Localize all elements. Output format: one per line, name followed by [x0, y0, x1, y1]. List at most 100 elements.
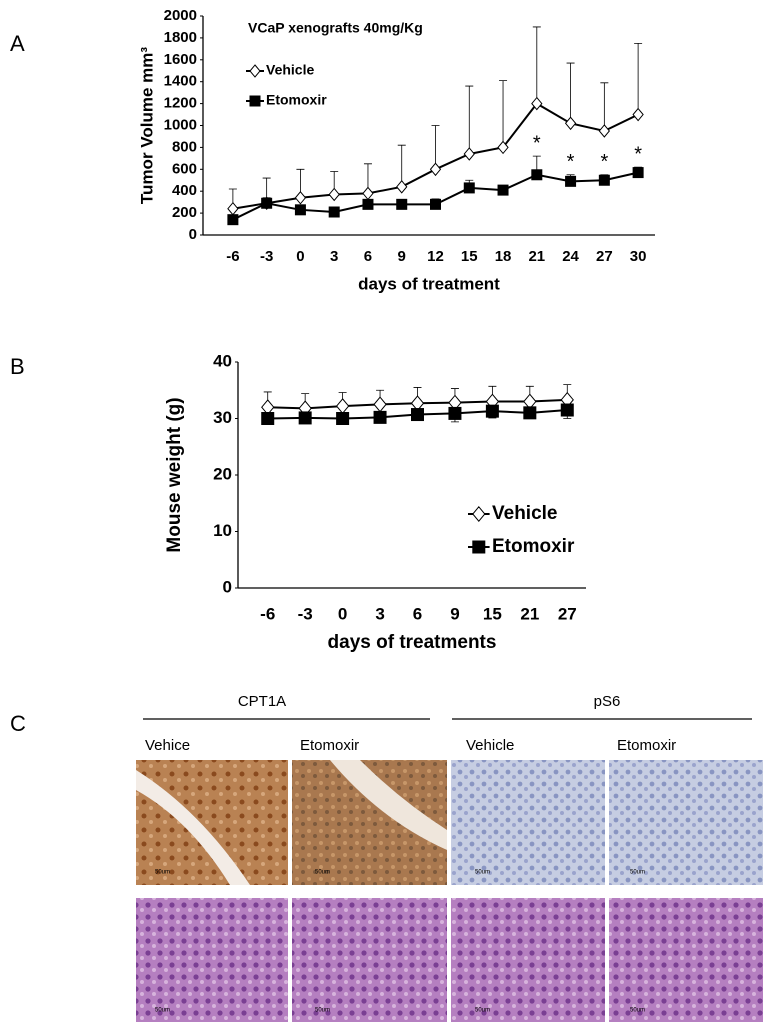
scale-label: 50um	[155, 870, 170, 876]
data-point	[429, 162, 442, 177]
scale-label: 50um	[475, 870, 490, 876]
scale-label: 50um	[475, 1008, 490, 1014]
panel-label: B	[10, 354, 25, 379]
data-point	[411, 408, 424, 422]
data-point	[463, 147, 475, 161]
y-tick-label: 800	[172, 138, 197, 155]
y-tick-label: 0	[189, 226, 197, 243]
column-label: Vehice	[145, 737, 190, 754]
x-tick-label: 12	[427, 248, 444, 265]
data-point	[632, 167, 644, 179]
x-tick-label: 0	[338, 604, 347, 623]
column-label: Etomoxir	[617, 737, 676, 754]
x-tick-label: 21	[520, 604, 539, 623]
x-tick-label: 18	[495, 248, 512, 265]
y-tick-label: 400	[172, 182, 197, 199]
y-axis-title: Tumor Volume mm³	[137, 47, 156, 204]
y-tick-label: 1000	[164, 116, 197, 133]
panel-c: CPT1A pS6 Vehice Etomoxir Vehicle Etomox…	[136, 693, 763, 1022]
data-point	[531, 169, 543, 181]
legend-label: Etomoxir	[492, 536, 575, 557]
error-bar	[634, 42, 643, 115]
x-tick-label: -3	[260, 248, 273, 265]
scale-label: 50um	[630, 1008, 645, 1014]
data-point	[598, 124, 610, 138]
x-axis-title: days of treatment	[358, 274, 500, 293]
x-tick-label: 3	[330, 248, 338, 265]
x-tick-label: 0	[296, 248, 304, 265]
legend-label: Etomoxir	[266, 92, 327, 108]
scale-label: 50um	[155, 1008, 170, 1014]
scale-label: 50um	[630, 870, 645, 876]
y-tick-label: 0	[223, 577, 232, 596]
data-point	[497, 184, 509, 196]
x-tick-label: 3	[375, 604, 384, 623]
series-line	[232, 171, 639, 221]
chart-title: VCaP xenografts 40mg/Kg	[248, 20, 423, 36]
x-tick-label: -6	[260, 604, 275, 623]
data-point	[249, 64, 261, 78]
data-point	[336, 412, 350, 425]
data-point	[598, 174, 610, 186]
data-point	[396, 180, 408, 194]
group-header: CPT1A	[238, 693, 286, 710]
column-label: Vehicle	[466, 737, 514, 754]
data-point	[396, 198, 408, 210]
data-point	[373, 410, 387, 424]
data-point	[328, 187, 340, 202]
histology-image	[136, 898, 288, 1022]
y-tick-label: 20	[213, 464, 232, 483]
data-point	[560, 403, 574, 417]
data-point	[472, 540, 486, 554]
data-point	[430, 198, 441, 210]
legend-label: Vehicle	[492, 503, 558, 524]
x-axis-title: days of treatments	[328, 632, 497, 653]
stroma	[136, 770, 250, 885]
y-tick-label: 10	[213, 521, 232, 540]
x-tick-label: 9	[450, 604, 459, 623]
y-tick-label: 40	[213, 351, 232, 370]
error-bar	[566, 62, 575, 124]
data-point	[472, 506, 486, 522]
error-bar	[532, 26, 541, 104]
y-tick-label: 1800	[164, 29, 197, 46]
data-point	[564, 116, 577, 131]
data-point	[362, 198, 374, 210]
data-point	[463, 182, 475, 194]
histology-image	[292, 898, 447, 1022]
y-tick-label: 2000	[164, 7, 197, 24]
y-tick-label: 1400	[164, 73, 197, 90]
y-tick-label: 1200	[164, 95, 197, 112]
significance-marker: *	[600, 151, 608, 173]
x-tick-label: 15	[483, 604, 502, 623]
significance-marker: *	[533, 132, 541, 154]
error-bar	[600, 82, 609, 131]
scale-label: 50um	[315, 870, 330, 876]
error-bar	[465, 85, 474, 154]
x-tick-label: -6	[226, 248, 239, 265]
data-point	[531, 96, 543, 111]
panel-label: C	[10, 711, 26, 736]
y-tick-label: 30	[213, 408, 232, 427]
scale-label: 50um	[315, 1008, 330, 1014]
x-tick-label: 6	[364, 248, 372, 265]
histology-image	[136, 760, 288, 885]
x-tick-label: 9	[398, 248, 406, 265]
panel-label: A	[10, 31, 25, 56]
data-point	[227, 214, 239, 226]
data-point	[373, 396, 387, 413]
data-point	[632, 107, 644, 122]
group-header: pS6	[594, 693, 621, 710]
column-label: Etomoxir	[300, 737, 359, 754]
stroma	[330, 760, 447, 850]
data-point	[294, 204, 306, 216]
significance-marker: *	[567, 151, 575, 173]
y-axis-title: Mouse weight (g)	[164, 397, 185, 552]
y-tick-label: 1600	[164, 51, 197, 68]
legend-label: Vehicle	[266, 62, 314, 78]
data-point	[298, 411, 312, 425]
x-tick-label: 15	[461, 248, 478, 265]
chart: 0 10 20 30 40 -6 -3 0 3 6 9 15 21 27 days of treatment…	[164, 351, 586, 653]
data-point	[294, 190, 307, 205]
data-point	[497, 140, 509, 155]
